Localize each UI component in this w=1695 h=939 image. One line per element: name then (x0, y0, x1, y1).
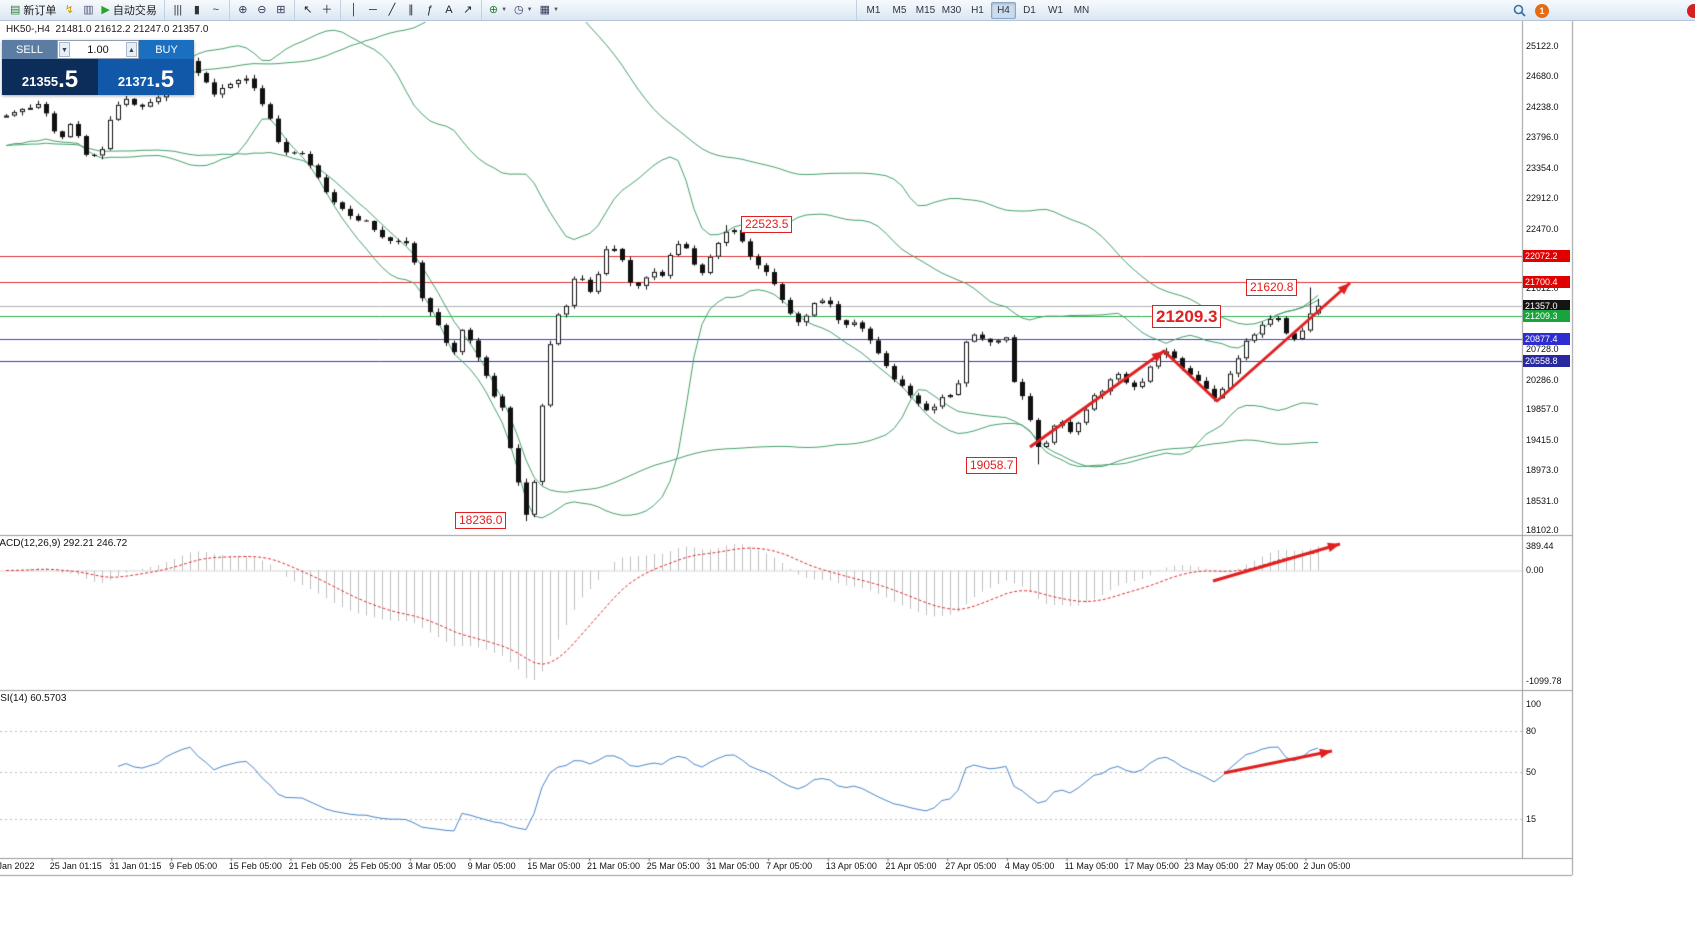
toolbar-group: ▤ 新订单 ↯ ▥ ▶ 自动交易 (3, 0, 164, 20)
timeframe-h1[interactable]: H1 (971, 4, 984, 16)
timeframe-mn[interactable]: MN (1073, 4, 1090, 16)
zoom-out-icon: ⊖ (257, 3, 267, 16)
one-click-trading-widget: SELL ▼ 1.00 ▲ BUY 21355.5 21371.5 (2, 40, 194, 95)
crosshair-button[interactable]: ＋ (318, 2, 336, 19)
macd-indicator-label: MACD(12,26,9) 292.21 246.72 (0, 538, 128, 549)
toolbar-right: 1 (1510, 2, 1549, 19)
template-icon: ▦ (539, 3, 551, 16)
template-button[interactable]: ▦ ▼ (537, 2, 562, 19)
toolbar-group: │ ─ ╱ ∥ ƒ A ↗ (339, 0, 481, 20)
trendline-button[interactable]: ╱ (383, 2, 401, 19)
chart-profile-icon: ▥ (83, 3, 94, 16)
channel-icon: ∥ (408, 3, 414, 16)
timeframe-m1[interactable]: M1 (866, 4, 881, 16)
zoom-out-button[interactable]: ⊖ (253, 2, 271, 19)
dropdown-caret-icon: ▼ (526, 7, 533, 13)
tile-windows-button[interactable]: ⊞ (272, 2, 290, 19)
notification-badge[interactable]: 1 (1535, 3, 1549, 18)
cursor-button[interactable]: ↖ (299, 2, 317, 19)
new-order-button-label: 新订单 (23, 5, 57, 17)
zoom-in-icon: ⊕ (238, 3, 248, 16)
buy-button[interactable]: BUY (139, 40, 194, 59)
toolbar-group: ||| ▮ ~ (163, 0, 229, 20)
line-chart-icon: ~ (212, 3, 220, 16)
sell-price-big-digit: .5 (58, 66, 79, 93)
timeframe-m5[interactable]: M5 (892, 4, 907, 16)
toolbar-group: ⊕ ⊖ ⊞ (228, 0, 294, 20)
edge-notification-dot[interactable] (1687, 4, 1695, 18)
main-toolbar: ▤ 新订单 ↯ ▥ ▶ 自动交易 ||| ▮ ~ ⊕ ⊖ ⊞ ↖ ＋ │ ─ ╱ ∥ ƒ A ↗ ⊕ ▼ ◷ ▼ ▦ ▼ M1 M5 M1… (0, 0, 1695, 21)
zoom-in-button[interactable]: ⊕ (234, 2, 252, 19)
candlestick-chart-button[interactable]: ▮ (188, 2, 206, 19)
timeframe-toolbar: M1 M5 M15 M30 H1 H4 D1 W1 MN (855, 0, 1098, 20)
buy-price-big-digit: .5 (154, 66, 175, 93)
sell-price-main: 21355 (21, 74, 59, 89)
lot-increase-button[interactable]: ▲ (126, 42, 137, 57)
sell-button[interactable]: SELL (2, 40, 57, 59)
lightning-icon: ↯ (64, 3, 75, 16)
period-selector-button[interactable]: ◷ ▼ (511, 2, 536, 19)
chart-ohlc-title: HK50-,H4 21481.0 21612.2 21247.0 21357.0 (6, 24, 208, 35)
toolbar-group: ↖ ＋ (293, 0, 340, 20)
search-icon (1513, 4, 1526, 17)
new-order-chart-icon: ▤ (10, 3, 21, 16)
vertical-line-icon: │ (350, 3, 358, 16)
lot-size-field[interactable]: ▼ 1.00 ▲ (57, 40, 139, 59)
arrow-tool-icon: ↗ (463, 3, 473, 16)
fibonacci-icon: ƒ (426, 3, 433, 16)
lot-decrease-button[interactable]: ▼ (59, 42, 70, 57)
autotrade-button[interactable]: ▶ 自动交易 (98, 2, 159, 19)
bar-chart-icon: ||| (173, 3, 183, 16)
arrow-tool-button[interactable]: ↗ (459, 2, 477, 19)
fibonacci-button[interactable]: ƒ (421, 2, 439, 19)
line-chart-button[interactable]: ~ (207, 2, 225, 19)
sell-price[interactable]: 21355.5 (2, 59, 98, 95)
rsi-indicator-label: RSI(14) 60.5703 (0, 693, 67, 704)
cursor-arrow-icon: ↖ (303, 3, 313, 16)
clock-icon: ◷ (514, 3, 524, 16)
search-button[interactable] (1510, 2, 1529, 19)
tile-windows-icon: ⊞ (276, 3, 286, 16)
trendline-icon: ╱ (388, 3, 396, 16)
add-indicator-button[interactable]: ⊕ ▼ (486, 2, 510, 19)
symbol-period-label: HK50-,H4 (6, 24, 50, 35)
dropdown-caret-icon: ▼ (501, 7, 508, 13)
text-tool-button[interactable]: A (440, 2, 458, 19)
add-indicator-icon: ⊕ (488, 3, 499, 16)
horizontal-line-button[interactable]: ─ (364, 2, 382, 19)
timeframe-h4[interactable]: H4 (990, 1, 1016, 19)
quick-trade-button[interactable]: ↯ (60, 2, 78, 19)
text-tool-icon: A (445, 3, 453, 16)
bar-chart-button[interactable]: ||| (169, 2, 187, 19)
new-order-button[interactable]: ▤ 新订单 (7, 2, 59, 19)
ohlc-values: 21481.0 21612.2 21247.0 21357.0 (55, 24, 209, 35)
timeframe-m30[interactable]: M30 (941, 4, 962, 16)
trade-widget-price-row: 21355.5 21371.5 (2, 59, 194, 95)
crosshair-icon: ＋ (321, 3, 333, 16)
horizontal-line-icon: ─ (368, 3, 377, 16)
chart-profile-button[interactable]: ▥ (79, 2, 97, 19)
buy-price-main: 21371 (117, 74, 155, 89)
trade-widget-top-row: SELL ▼ 1.00 ▲ BUY (2, 40, 194, 59)
channel-button[interactable]: ∥ (402, 2, 420, 19)
toolbar-group: ⊕ ▼ ◷ ▼ ▦ ▼ (480, 0, 566, 20)
timeframe-d1[interactable]: D1 (1023, 4, 1036, 16)
autotrade-button-label: 自动交易 (112, 5, 157, 17)
dropdown-caret-icon: ▼ (553, 7, 559, 13)
timeframe-m15[interactable]: M15 (915, 4, 936, 16)
buy-price[interactable]: 21371.5 (98, 59, 194, 95)
toolbar-groups: ▤ 新订单 ↯ ▥ ▶ 自动交易 ||| ▮ ~ ⊕ ⊖ ⊞ ↖ ＋ │ ─ ╱ ∥ ƒ A ↗ ⊕ ▼ ◷ ▼ ▦ ▼ M1 M5 M1… (3, 0, 1098, 20)
lot-size-value[interactable]: 1.00 (87, 43, 109, 56)
autotrade-play-icon: ▶ (101, 3, 110, 16)
candlestick-chart-icon: ▮ (193, 3, 200, 16)
timeframe-w1[interactable]: W1 (1047, 4, 1063, 16)
vertical-line-button[interactable]: │ (345, 2, 363, 19)
